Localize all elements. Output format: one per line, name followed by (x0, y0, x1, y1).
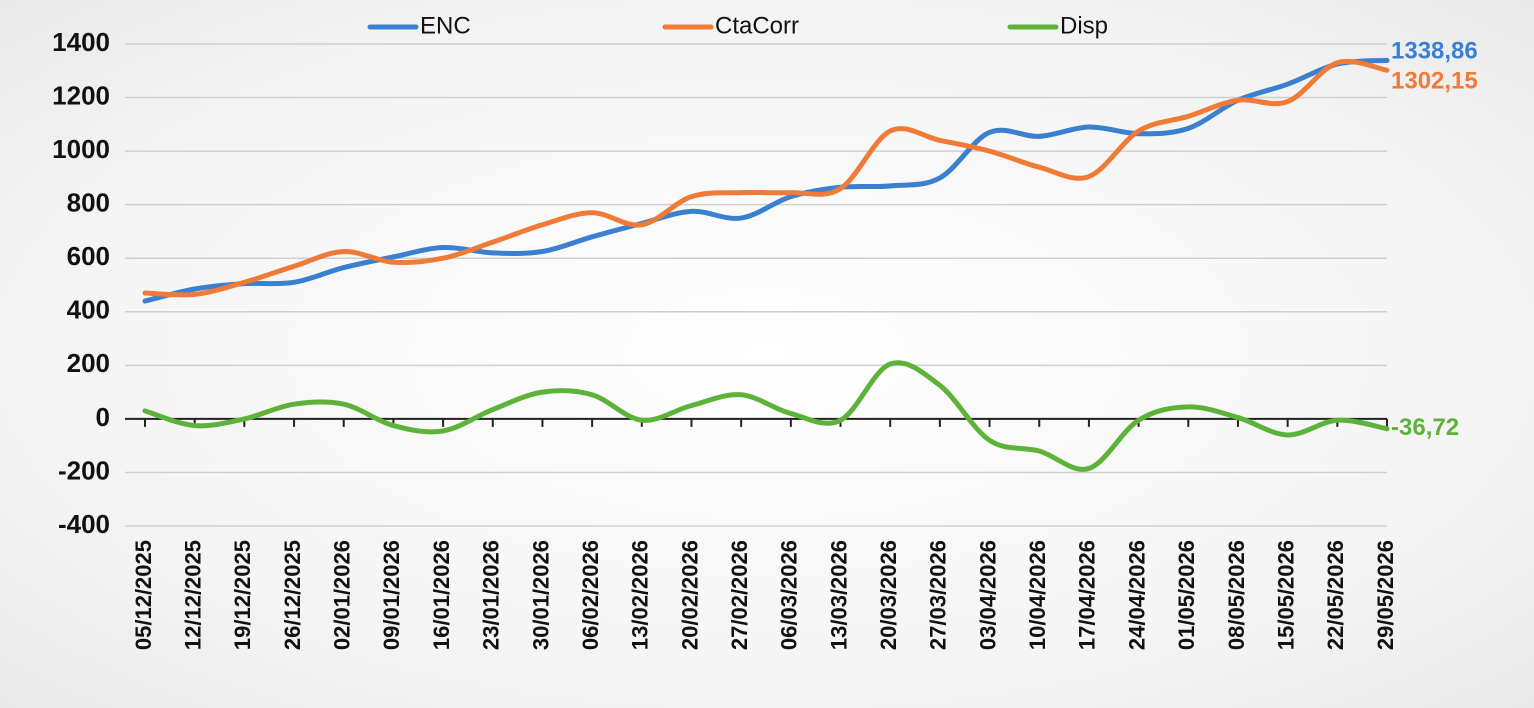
data-label: -36,72 (1391, 414, 1459, 441)
x-tick-label: 20/03/2026 (876, 540, 901, 650)
y-tick-label: 400 (67, 295, 110, 325)
x-tick-label: 01/05/2026 (1174, 540, 1199, 650)
x-tick-label: 06/02/2026 (578, 540, 603, 650)
y-tick-label: 600 (67, 241, 110, 271)
x-tick-label: 20/02/2026 (677, 540, 702, 650)
legend-label: Disp (1060, 12, 1108, 39)
x-tick-label: 19/12/2025 (230, 540, 255, 650)
legend-label: ENC (420, 12, 471, 39)
x-tick-label: 13/03/2026 (826, 540, 851, 650)
y-tick-label: 1200 (52, 80, 110, 110)
line-series (142, 360, 1390, 472)
x-tick-label: 24/04/2026 (1124, 540, 1149, 650)
x-tick-label: 27/03/2026 (926, 540, 951, 650)
y-tick-label: 800 (67, 188, 110, 218)
x-tick-label: 13/02/2026 (628, 540, 653, 650)
data-label: 1338,86 (1391, 38, 1478, 65)
y-tick-label: -400 (58, 509, 110, 539)
x-tick-label: 23/01/2026 (479, 540, 504, 650)
x-tick-label: 03/04/2026 (975, 540, 1000, 650)
y-tick-label: 1000 (52, 134, 110, 164)
y-tick-label: 200 (67, 348, 110, 378)
x-tick-label: 15/05/2026 (1273, 540, 1298, 650)
x-tick-label: 08/05/2026 (1224, 540, 1249, 650)
x-tick-label: 17/04/2026 (1075, 540, 1100, 650)
x-tick-label: 10/04/2026 (1025, 540, 1050, 650)
x-tick-label: 22/05/2026 (1323, 540, 1348, 650)
x-tick-label: 29/05/2026 (1373, 540, 1398, 650)
x-tick-label: 27/02/2026 (727, 540, 752, 650)
legend-label: CtaCorr (715, 12, 799, 39)
y-tick-label: -200 (58, 455, 110, 485)
x-tick-label: 16/01/2026 (429, 540, 454, 650)
x-tick-label: 30/01/2026 (528, 540, 553, 650)
x-tick-label: 26/12/2025 (280, 540, 305, 650)
y-tick-label: 1400 (52, 27, 110, 57)
x-tick-label: 05/12/2025 (131, 540, 156, 650)
y-tick-label: 0 (96, 402, 110, 432)
data-label: 1302,15 (1391, 68, 1478, 95)
line-series (142, 59, 1390, 298)
x-tick-label: 12/12/2025 (180, 540, 205, 650)
line-series (142, 57, 1390, 304)
x-tick-label: 09/01/2026 (379, 540, 404, 650)
x-tick-label: 02/01/2026 (330, 540, 355, 650)
x-tick-label: 06/03/2026 (777, 540, 802, 650)
